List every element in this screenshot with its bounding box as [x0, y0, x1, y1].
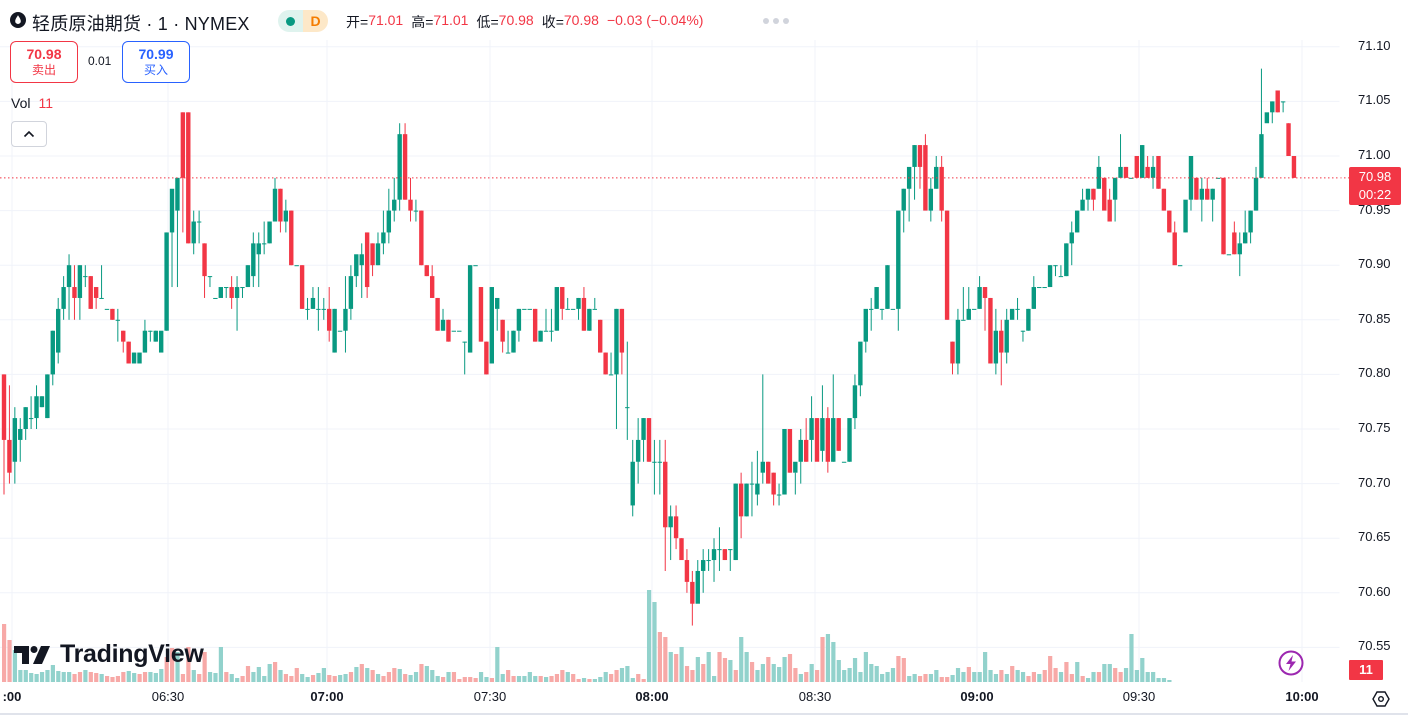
price-tick-label: 70.80: [1358, 365, 1391, 381]
price-tick-label: 70.65: [1358, 529, 1391, 545]
price-tick-label: 71.00: [1358, 147, 1391, 162]
lightning-icon[interactable]: [1278, 650, 1304, 676]
high-value: 71.01: [433, 12, 469, 28]
buy-label: 买入: [143, 63, 168, 77]
price-tick-label: 70.95: [1358, 201, 1391, 217]
buy-price: 70.99: [138, 46, 174, 62]
more-options-icon[interactable]: [763, 18, 789, 24]
time-tick-label: 07:00: [310, 689, 344, 704]
open-value: 71.01: [368, 12, 404, 28]
brand-name: TradingView: [60, 640, 204, 668]
close-label: 收=: [541, 14, 564, 30]
last-price-tag: 70.98 00:22: [1349, 167, 1401, 205]
volume-label: Vol: [11, 95, 31, 111]
volume-value: 11: [38, 95, 54, 111]
price-tick-label: 70.60: [1358, 583, 1391, 599]
time-tick-label: 10:00: [1285, 689, 1319, 704]
market-open-dot-icon: [278, 10, 303, 32]
price-tick-label: 70.70: [1358, 474, 1391, 490]
time-tick-label: :00: [2, 689, 22, 704]
last-price-value: 70.98: [1358, 169, 1392, 184]
price-tick-label: 71.05: [1358, 92, 1391, 108]
volume-legend[interactable]: Vol 11: [11, 95, 53, 111]
axis-settings-icon[interactable]: [1371, 689, 1391, 709]
price-tick-label: 70.85: [1358, 310, 1391, 326]
sell-label: 卖出: [31, 63, 56, 77]
collapse-legend-button[interactable]: [11, 121, 47, 147]
time-tick-label: 07:30: [473, 689, 507, 704]
spread-value: 0.01: [88, 54, 112, 68]
time-tick-label: 09:30: [1122, 689, 1156, 704]
bottom-border: [0, 713, 1408, 715]
tradingview-logo[interactable]: TradingView: [14, 640, 204, 669]
tradingview-logo-icon: [14, 645, 50, 664]
symbol-title[interactable]: 轻质原油期货 · 1 · NYMEX: [32, 14, 250, 34]
buy-button[interactable]: 70.99 买入: [122, 41, 190, 83]
chart-header: 轻质原油期货 · 1 · NYMEX D 开= 71.01 高= 71.01 低= 7…: [0, 0, 1340, 40]
price-tick-label: 71.10: [1358, 37, 1391, 53]
low-value: 70.98: [498, 12, 534, 28]
chevron-up-icon: [23, 130, 35, 138]
change-value: −0.03 (−0.04%): [606, 12, 704, 28]
market-status-pill[interactable]: D: [278, 10, 328, 32]
time-tick-label: 09:00: [960, 689, 994, 704]
high-label: 高=: [411, 14, 434, 30]
ohlc-legend: 开= 71.01 高= 71.01 低= 70.98 收= 70.98 −0.03 (−…: [346, 12, 703, 32]
price-tick-label: 70.75: [1358, 420, 1391, 435]
oil-drop-icon: [10, 12, 26, 28]
bar-countdown: 00:22: [1358, 187, 1392, 202]
open-label: 开=: [346, 14, 369, 30]
time-tick-label: 08:30: [798, 689, 832, 704]
delayed-data-badge: D: [303, 10, 328, 32]
price-tick-label: 70.90: [1358, 256, 1391, 272]
time-tick-label: 06:30: [151, 689, 185, 704]
sell-price: 70.98: [26, 46, 62, 62]
sell-button[interactable]: 70.98 卖出: [10, 41, 78, 83]
price-tick-label: 70.55: [1358, 638, 1391, 654]
volume-tag: 11: [1349, 660, 1383, 680]
time-tick-label: 08:00: [635, 689, 669, 704]
close-value: 70.98: [563, 12, 599, 28]
low-label: 低=: [476, 14, 499, 30]
